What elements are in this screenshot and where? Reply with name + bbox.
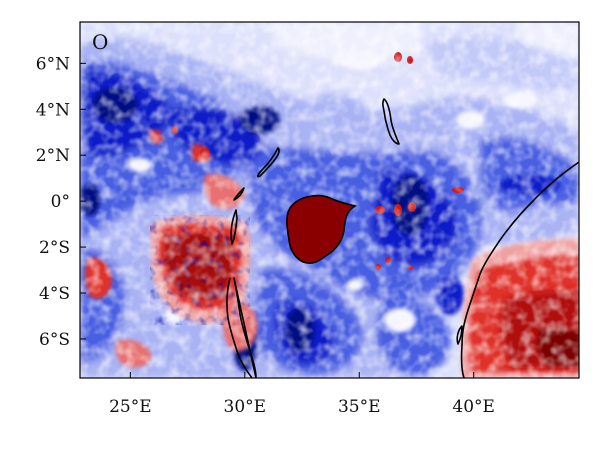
- lake-turkana: [382, 98, 400, 145]
- coastal-inlet: [456, 325, 463, 345]
- indian-ocean-coastline: [460, 161, 579, 378]
- panel-label: O: [92, 30, 108, 54]
- lake-edward: [233, 187, 245, 201]
- lake-victoria: [286, 194, 358, 264]
- x-axis: 25°E 30°E 35°E 40°E: [109, 372, 495, 417]
- y-axis: 6°N 4°N 2°N 0° 2°S 4°S 6°S: [36, 54, 86, 350]
- y-tick-label: 2°N: [36, 146, 70, 166]
- lake-albert: [257, 147, 280, 178]
- y-tick-label: 6°N: [36, 54, 70, 74]
- y-tick-label: 4°N: [36, 100, 70, 120]
- x-tick-label: 40°E: [452, 397, 495, 417]
- y-tick-label: 6°S: [39, 330, 70, 350]
- x-tick-label: 35°E: [338, 397, 381, 417]
- y-tick-label: 0°: [51, 192, 70, 212]
- lake-kivu: [230, 209, 238, 245]
- lake-tanganyika: [226, 277, 257, 378]
- anomaly-field: [80, 22, 579, 378]
- y-tick-label: 2°S: [39, 238, 70, 258]
- x-tick-label: 30°E: [224, 397, 267, 417]
- y-tick-label: 4°S: [39, 284, 70, 304]
- coastlines: [226, 98, 579, 378]
- plot-frame: [79, 21, 580, 379]
- x-tick-label: 25°E: [109, 397, 152, 417]
